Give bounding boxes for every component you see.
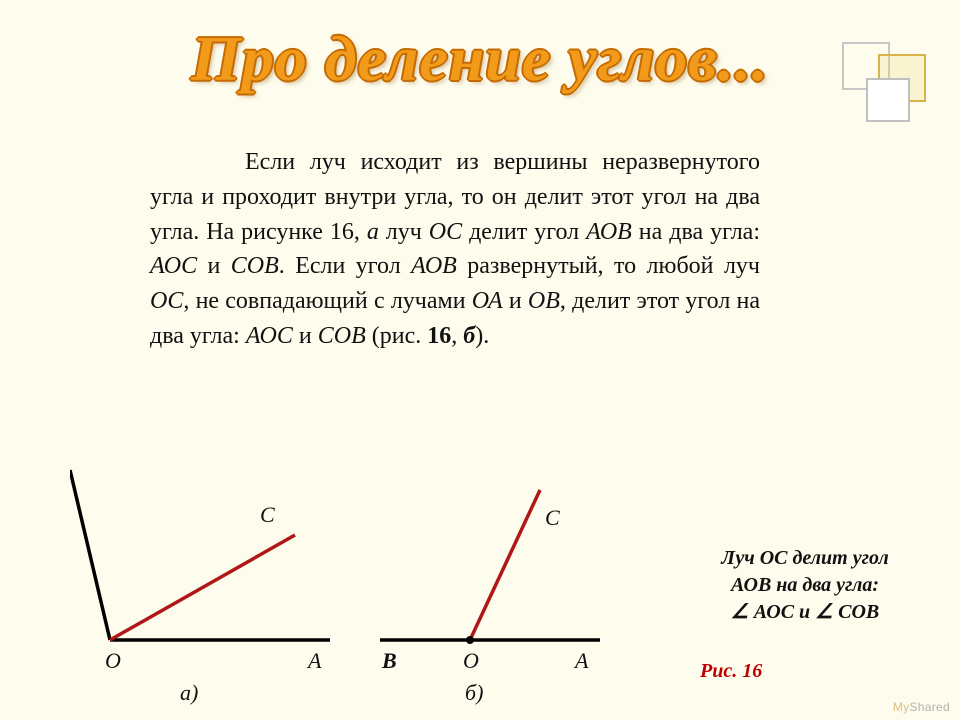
angle-name: АОС <box>150 253 197 279</box>
text-bold: 16 <box>427 323 451 349</box>
label-B: B <box>382 648 397 674</box>
text: на два угла: <box>632 219 760 245</box>
diagram-a <box>70 470 330 640</box>
caption-line: Луч ОС делит угол <box>680 545 930 572</box>
text-italic: а <box>367 219 379 245</box>
text: и <box>503 288 528 314</box>
vertex-dot <box>466 636 474 644</box>
ray-oc <box>110 535 295 640</box>
body-paragraph: Если луч исходит из вершины не­развернут… <box>150 145 760 354</box>
angle-name: АОВ <box>586 219 632 245</box>
label-C: C <box>545 505 560 531</box>
label-A: A <box>575 648 588 674</box>
diagram-b <box>380 490 600 644</box>
angle-name: ОА <box>472 288 503 314</box>
watermark: MyShared <box>893 700 950 714</box>
ray-oc <box>470 490 540 640</box>
label-sub-a: а) <box>180 680 198 706</box>
text: делит угол <box>462 219 586 245</box>
label-O: O <box>463 648 479 674</box>
watermark-left: My <box>893 700 910 714</box>
corner-decoration <box>842 42 932 122</box>
text-italic-bold: б <box>463 323 475 349</box>
label-C: C <box>260 502 275 528</box>
text: ). <box>475 323 489 349</box>
caption-line: ∠ АОС и ∠ СОВ <box>680 599 930 626</box>
figure-reference: Рис. 16 <box>700 660 762 683</box>
angle-name: СОВ <box>231 253 279 279</box>
watermark-right: Shared <box>910 700 951 714</box>
angle-name: ОС <box>429 219 462 245</box>
text: луч <box>379 219 429 245</box>
ray-ob <box>70 470 110 640</box>
text: (рис. <box>366 323 428 349</box>
angle-name: ОВ <box>528 288 560 314</box>
page-title: Про деление углов... <box>191 22 769 96</box>
caption-line: АОВ на два угла: <box>680 572 930 599</box>
diagrams-area: O A C а) O A B C б) <box>70 450 630 695</box>
text: и <box>293 323 318 349</box>
text: и <box>197 253 231 279</box>
angle-name: АОВ <box>411 253 457 279</box>
label-A: A <box>308 648 321 674</box>
text: . Если угол <box>279 253 411 279</box>
text: , <box>451 323 463 349</box>
label-O: O <box>105 648 121 674</box>
angle-diagrams-svg <box>70 450 630 695</box>
angle-name: СОВ <box>318 323 366 349</box>
angle-name: ОС <box>150 288 183 314</box>
text: , не совпадающий с лучами <box>183 288 471 314</box>
text: развернутый, то любой луч <box>457 253 760 279</box>
deco-square <box>866 78 910 122</box>
figure-caption: Луч ОС делит угол АОВ на два угла: ∠ АОС… <box>680 545 930 626</box>
label-sub-b: б) <box>465 680 483 706</box>
angle-name: АОС <box>246 323 293 349</box>
